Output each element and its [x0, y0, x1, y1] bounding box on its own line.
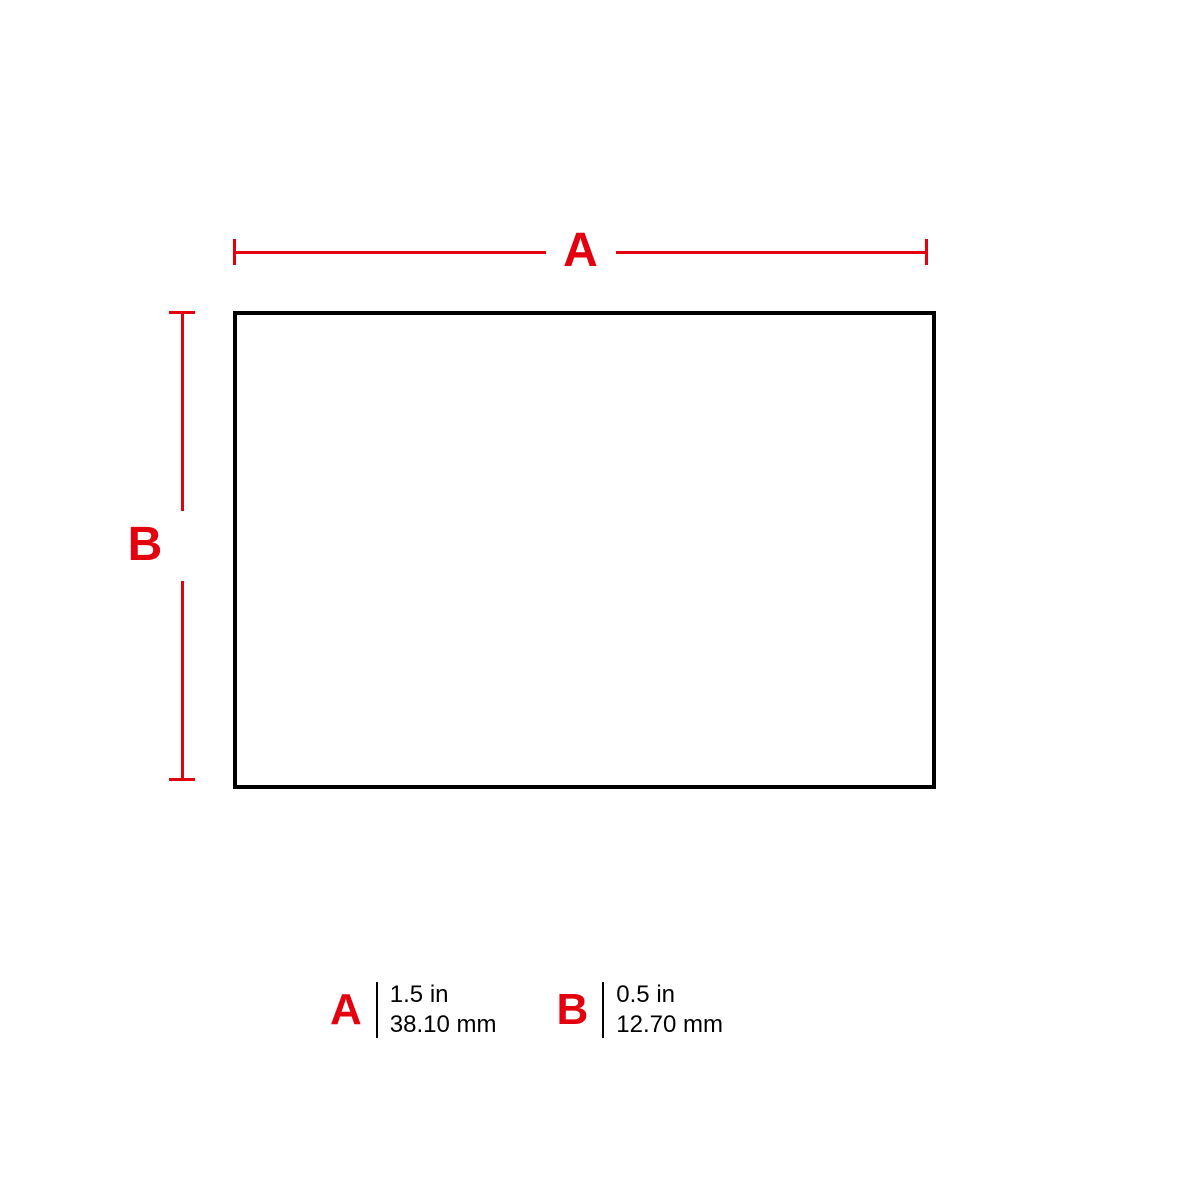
legend-a-letter: A [330, 985, 362, 1035]
dimension-a-label: A [546, 223, 616, 278]
legend-b-letter: B [557, 985, 589, 1035]
dimension-diagram: A B A 1.5 in 38.10 mm B 0.5 in 12.70 mm [0, 0, 1200, 1200]
legend-a-values: 1.5 in 38.10 mm [390, 980, 497, 1040]
legend-b-values: 0.5 in 12.70 mm [616, 980, 723, 1040]
dimension-b-label: B [120, 517, 170, 572]
legend-a-value-mm: 38.10 mm [390, 1010, 497, 1040]
dimension-b-cap-bottom [169, 778, 195, 781]
dimension-legend: A 1.5 in 38.10 mm B 0.5 in 12.70 mm [330, 980, 723, 1040]
legend-separator [376, 982, 378, 1038]
legend-item-a: A 1.5 in 38.10 mm [330, 980, 497, 1040]
dimension-b-bar-top [181, 311, 184, 511]
legend-item-b: B 0.5 in 12.70 mm [557, 980, 724, 1040]
legend-separator [602, 982, 604, 1038]
dimension-a-cap-right [925, 239, 928, 265]
dimension-b-bar-bottom [181, 581, 184, 781]
legend-a-value-inches: 1.5 in [390, 980, 497, 1010]
label-rectangle [233, 311, 936, 789]
legend-b-value-inches: 0.5 in [616, 980, 723, 1010]
dimension-a-bar-right [616, 251, 929, 254]
dimension-a-bar-left [233, 251, 546, 254]
legend-b-value-mm: 12.70 mm [616, 1010, 723, 1040]
